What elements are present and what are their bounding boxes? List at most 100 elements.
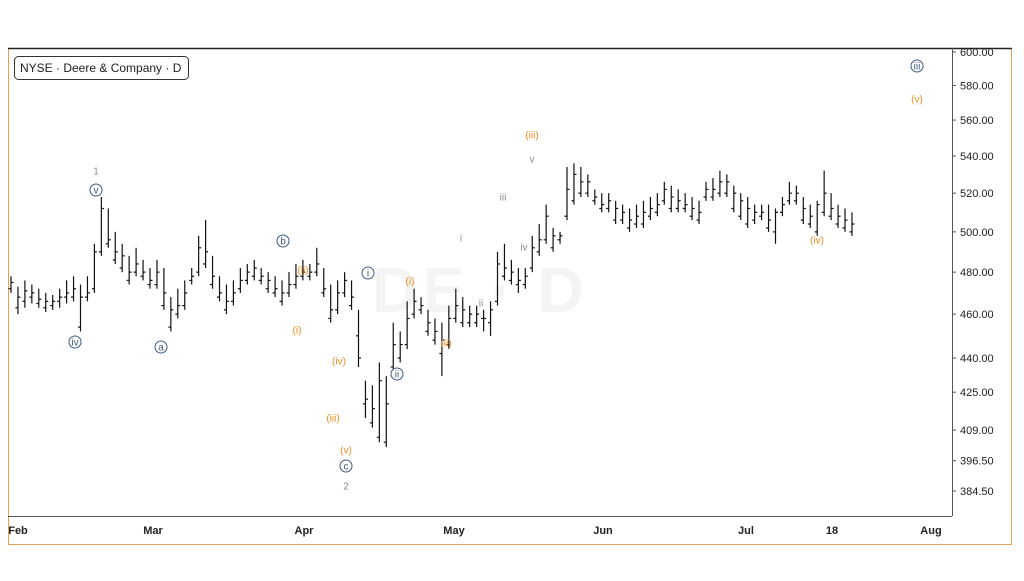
ohlc-bar xyxy=(29,284,35,304)
ohlc-bar xyxy=(112,231,118,264)
ohlc-bar xyxy=(98,196,104,256)
ohlc-bar xyxy=(293,263,299,289)
wave-label: ii xyxy=(479,299,483,310)
ohlc-bar xyxy=(620,204,626,225)
ohlc-bar xyxy=(571,163,577,205)
time-tick-label: Jun xyxy=(593,525,613,537)
ohlc-bar xyxy=(515,268,521,293)
ohlc-bar xyxy=(411,288,417,319)
ohlc-bar xyxy=(501,243,507,281)
ohlc-bar xyxy=(606,193,612,213)
time-tick-label: 18 xyxy=(826,525,838,537)
ohlc-bar xyxy=(453,288,459,323)
ohlc-bar xyxy=(321,268,327,298)
ohlc-bar xyxy=(286,272,292,298)
time-axis[interactable]: Feb Mar Apr May Jun Jul 18 Aug xyxy=(8,525,941,537)
wave-label-text: iv xyxy=(71,338,78,349)
price-tick-label: 580.00 xyxy=(960,80,994,92)
ohlc-bar xyxy=(759,204,765,221)
wave-label: (iii) xyxy=(326,414,339,425)
ohlc-bar xyxy=(57,288,63,308)
wave-label: (i) xyxy=(293,326,302,337)
wave-label-text: ii xyxy=(395,370,399,381)
ohlc-bar xyxy=(210,255,216,289)
ohlc-bar xyxy=(78,284,83,332)
ohlc-bar xyxy=(446,305,452,350)
wave-label-text: iii xyxy=(914,62,921,73)
price-tick-label: 396.50 xyxy=(960,456,994,468)
ohlc-bar xyxy=(766,204,772,232)
ohlc-bar xyxy=(849,212,855,236)
symbol-label-text: NYSE · Deere & Company · D xyxy=(20,61,182,75)
ohlc-bar xyxy=(244,263,250,285)
ohlc-bar xyxy=(258,268,264,285)
ohlc-bar xyxy=(821,170,827,217)
ohlc-bar xyxy=(793,185,799,205)
ohlc-bar xyxy=(43,292,49,312)
ohlc-bar xyxy=(634,204,639,228)
wave-label: v xyxy=(530,155,535,166)
price-tick-label: 480.00 xyxy=(960,267,994,279)
ohlc-bar xyxy=(807,204,813,228)
ohlc-bar xyxy=(710,178,716,201)
ohlc-bar xyxy=(154,259,160,289)
ohlc-bar xyxy=(230,280,236,306)
ohlc-bar xyxy=(675,189,681,213)
ohlc-bar xyxy=(223,284,229,315)
ohlc-bar xyxy=(439,322,445,377)
wave-label: (v) xyxy=(340,446,352,457)
ohlc-bar xyxy=(460,297,466,328)
symbol-label[interactable]: NYSE · Deere & Company · D xyxy=(14,56,189,80)
ohlc-bar xyxy=(383,376,389,448)
ohlc-bar xyxy=(488,301,494,336)
price-tick-label: 409.00 xyxy=(960,425,994,437)
ohlc-bar xyxy=(557,231,563,244)
price-tick-label: 500.00 xyxy=(960,227,994,239)
time-tick-label: Mar xyxy=(143,525,163,537)
ohlc-bar xyxy=(550,227,556,252)
ohlc-bar xyxy=(661,181,667,205)
ohlc-bar xyxy=(696,200,702,225)
ohlc-bar xyxy=(404,301,410,350)
ohlc-bar xyxy=(119,243,125,273)
ohlc-bar xyxy=(779,196,785,217)
price-axis[interactable]: 600.00 580.00 560.00 540.00 520.00 500.00 480.… xyxy=(952,47,994,498)
ohlc-bar xyxy=(536,224,542,256)
wave-label-text: 2 xyxy=(343,482,349,493)
ohlc-bar xyxy=(654,193,660,217)
wave-label-text: v xyxy=(530,155,535,166)
wave-label-circled: b xyxy=(276,234,290,248)
ohlc-bar xyxy=(203,220,209,269)
wave-label: (i) xyxy=(406,277,415,288)
ohlc-bar xyxy=(689,196,695,221)
ohlc-bar xyxy=(15,286,21,315)
wave-label-text: 1 xyxy=(93,167,99,178)
wave-label: (v) xyxy=(911,95,923,106)
ohlc-bar xyxy=(390,322,396,377)
wave-label-text: a xyxy=(158,343,164,354)
ohlc-bar xyxy=(752,204,758,225)
ohlc-bar xyxy=(682,193,688,213)
ohlc-bar xyxy=(272,276,278,298)
ohlc-bar xyxy=(328,284,334,323)
ohlc-bar xyxy=(835,204,841,228)
wave-label: 1 xyxy=(93,167,99,178)
wave-label: (ii) xyxy=(297,266,308,277)
ohlc-bar xyxy=(36,288,42,308)
price-tick-label: 520.00 xyxy=(960,188,994,200)
ohlc-bar xyxy=(175,288,181,319)
ohlc-bar xyxy=(279,280,285,306)
ohlc-bar xyxy=(703,181,709,201)
wave-label-text: (iii) xyxy=(326,414,339,425)
ohlc-bar xyxy=(335,280,341,315)
ohlc-bar xyxy=(564,166,570,221)
wave-label-text: iii xyxy=(500,193,507,204)
wave-label-text: i xyxy=(460,234,462,245)
wave-label-text: (iii) xyxy=(525,131,538,142)
ohlc-bar xyxy=(668,185,674,213)
ohlc-bar xyxy=(773,208,778,244)
ohlc-bar xyxy=(717,170,723,197)
wave-label-text: v xyxy=(94,186,99,197)
